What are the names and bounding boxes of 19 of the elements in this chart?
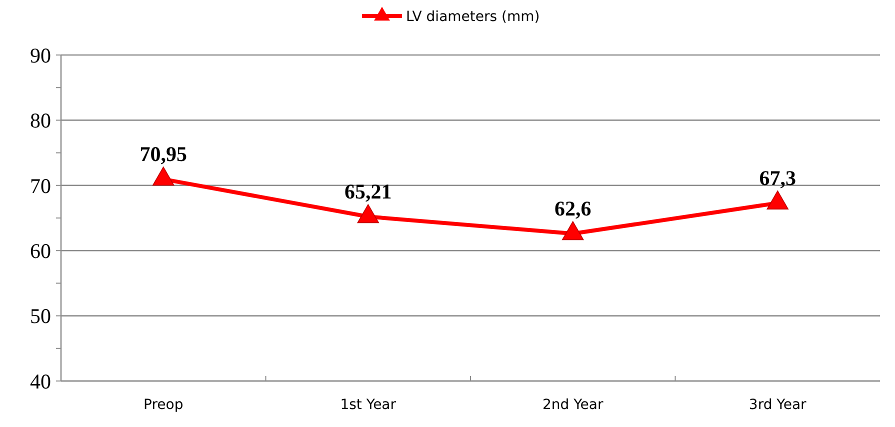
x-tick-label: 3rd Year bbox=[748, 397, 807, 413]
y-tick-label: 60 bbox=[30, 238, 51, 263]
point bbox=[766, 190, 788, 210]
data-label: 70,95 bbox=[140, 142, 187, 166]
point bbox=[357, 204, 379, 224]
y-tick-label: 70 bbox=[30, 174, 51, 198]
data-label: 62,6 bbox=[554, 196, 592, 221]
y-tick-label: 40 bbox=[30, 369, 51, 394]
y-tick-label: 80 bbox=[30, 108, 51, 133]
legend-label: LV diameters (mm) bbox=[406, 8, 540, 25]
data-label: 67,3 bbox=[759, 166, 796, 190]
point bbox=[152, 166, 174, 186]
x-tick-label: 1st Year bbox=[340, 397, 396, 413]
point bbox=[562, 221, 584, 240]
x-tick-label: 2nd Year bbox=[542, 397, 604, 413]
y-tick-label: 50 bbox=[30, 304, 51, 328]
x-tick-label: Preop bbox=[144, 397, 184, 413]
data-label: 65,21 bbox=[344, 180, 392, 204]
y-tick-label: 90 bbox=[30, 43, 51, 68]
